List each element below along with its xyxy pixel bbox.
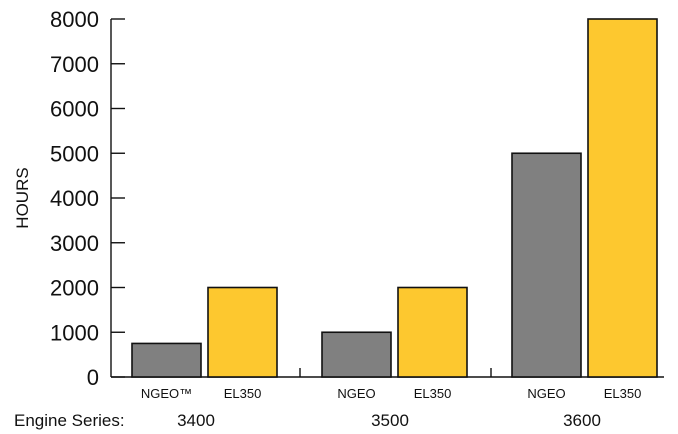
y-tick-label: 2000 — [50, 276, 99, 301]
bar-label: EL350 — [414, 386, 452, 401]
y-axis-title: HOURS — [13, 167, 32, 228]
bar-label: NGEO — [527, 386, 565, 401]
y-tick-label: 4000 — [50, 186, 99, 211]
engine-series-label: 3500 — [371, 411, 409, 430]
y-tick-label: 8000 — [50, 7, 99, 32]
y-tick-label: 6000 — [50, 97, 99, 122]
y-tick-label: 7000 — [50, 52, 99, 77]
bar-3400-el350 — [207, 286, 278, 378]
engine-series-label: 3400 — [177, 411, 215, 430]
y-tick-label: 0 — [87, 365, 99, 390]
bar-3500-ngeo — [321, 331, 392, 378]
bar-3600-el350 — [587, 18, 658, 378]
bar-label: NGEO™ — [141, 386, 192, 401]
y-axis: 0 1000 2000 3000 4000 5000 6000 7000 8000 — [50, 7, 125, 390]
bar-label: NGEO — [337, 386, 375, 401]
y-tick-label: 1000 — [50, 320, 99, 345]
y-tick-label: 3000 — [50, 231, 99, 256]
bar-3400-ngeo — [131, 342, 202, 378]
bar-label: EL350 — [224, 386, 262, 401]
bar-label: EL350 — [604, 386, 642, 401]
x-axis-title: Engine Series: — [14, 411, 125, 430]
bar-3600-ngeo — [511, 152, 582, 378]
engine-series-label: 3600 — [563, 411, 601, 430]
bar-3500-el350 — [397, 286, 468, 378]
y-tick-label: 5000 — [50, 141, 99, 166]
